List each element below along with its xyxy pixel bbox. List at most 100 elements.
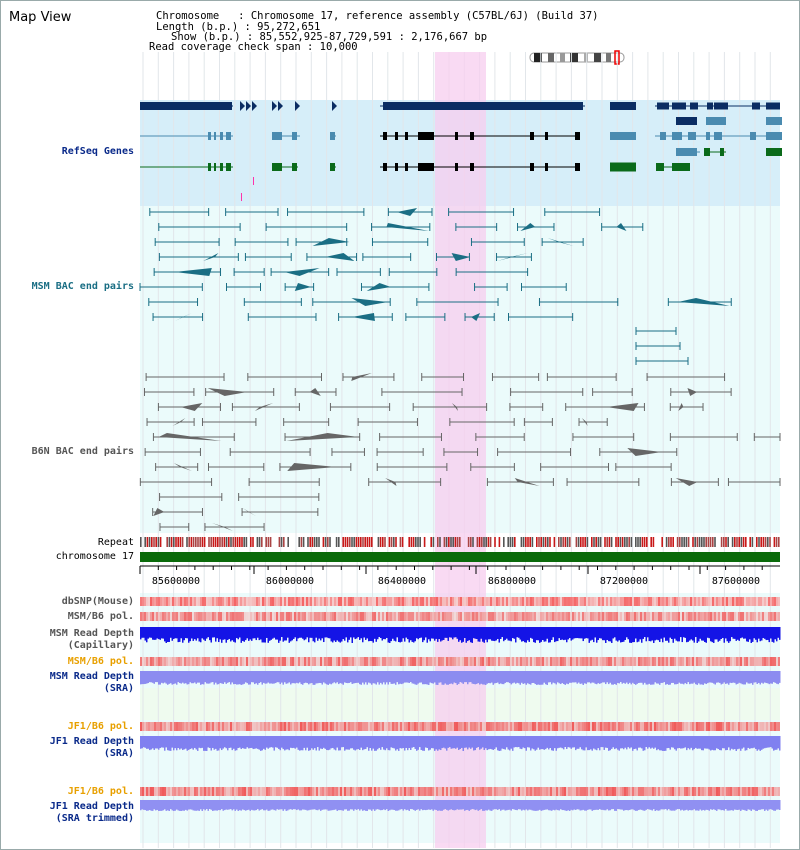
- msm-bac-pair: [448, 208, 515, 216]
- label-msm-bac[interactable]: MSM BAC end pairs: [31, 281, 134, 292]
- msm-bac-pair: [158, 223, 241, 231]
- jf1-depth-sra: [140, 736, 781, 751]
- msm-bac-pair: [405, 313, 446, 321]
- repeat-track[interactable]: [140, 537, 780, 547]
- b6n-bac-pair: [572, 433, 635, 441]
- msm-bac-pair: [538, 298, 619, 306]
- msm-bac-pair: [154, 238, 220, 246]
- gene-arrow: [295, 101, 300, 111]
- b6n-bac-pair: [646, 373, 726, 381]
- gene-model: [655, 132, 782, 140]
- show-info: Show (b.p.) : 85,552,925-87,729,591 : 2,…: [171, 31, 488, 43]
- b6n-bac-pair: [470, 463, 515, 471]
- b6n-bac-pair: [139, 478, 213, 486]
- msm-depth-capillary: [140, 627, 781, 643]
- b6n-bac-pair: [727, 478, 781, 486]
- gene-model: [766, 117, 782, 125]
- axis-tick-label: 86000000: [266, 576, 314, 587]
- msm-bac-pair: [265, 223, 348, 231]
- b6n-bac-pair: [376, 463, 448, 471]
- b6n-bac-pair: [565, 403, 645, 411]
- msm-bac-pair: [371, 223, 431, 231]
- b6n-bac-pair: [357, 418, 418, 426]
- b6n-bac-pair: [207, 463, 265, 471]
- msm-bac-pair: [520, 283, 567, 291]
- b6n-bac-pair: [159, 493, 223, 501]
- b6n-bac-pair: [241, 508, 319, 516]
- gene-model: [380, 163, 580, 171]
- b6n-bac-pair: [376, 448, 424, 456]
- b6n-bac-pair: [229, 448, 311, 456]
- b6n-bac-pair: [540, 463, 610, 471]
- msm-bac-track[interactable]: [139, 208, 732, 365]
- gene-model: [610, 102, 636, 110]
- label-jf1-depth-trim-1[interactable]: JF1 Read Depth: [49, 801, 134, 812]
- variant-depth-tracks[interactable]: [140, 597, 781, 811]
- chromosome-ideogram[interactable]: [529, 50, 625, 65]
- b6n-bac-pair: [497, 448, 572, 456]
- jf1-depth-trimmed: [140, 800, 781, 811]
- b6n-bac-pair: [155, 463, 199, 471]
- b6n-bac-pair: [284, 433, 361, 441]
- label-msm-depth-cap-1[interactable]: MSM Read Depth: [49, 628, 134, 639]
- gene-arrow: [278, 101, 283, 111]
- b6n-bac-pair: [412, 403, 488, 411]
- msm-bac-pair: [148, 298, 199, 306]
- position-axis: 85600000 86000000 86400000 86800000 87200000…: [139, 565, 780, 587]
- msm-bac-pair: [362, 253, 412, 261]
- b6n-bac-pair: [144, 448, 201, 456]
- b6n-bac-pair: [670, 478, 719, 486]
- b6n-bac-pair: [753, 433, 781, 441]
- gene-model: [380, 102, 585, 110]
- refseq-genes-track[interactable]: [140, 101, 782, 201]
- label-jf1-b6-pol-2[interactable]: JF1/B6 pol.: [67, 786, 134, 797]
- label-refseq[interactable]: RefSeq Genes: [61, 146, 134, 157]
- gene-model: [704, 148, 726, 156]
- view-title: Map View: [9, 10, 72, 25]
- label-jf1-b6-pol-1[interactable]: JF1/B6 pol.: [67, 721, 134, 732]
- label-dbsnp[interactable]: dbSNP(Mouse): [61, 596, 134, 607]
- b6n-bac-pair: [486, 478, 554, 486]
- label-jf1-depth-sra-1[interactable]: JF1 Read Depth: [49, 736, 134, 747]
- b6n-bac-pair: [157, 403, 221, 411]
- axis-tick-label: 86800000: [488, 576, 536, 587]
- label-b6n-bac[interactable]: B6N BAC end pairs: [31, 446, 134, 457]
- chromosome-info: Chromosome : Chromosome 17, reference as…: [156, 10, 599, 22]
- msm-bac-pair: [306, 253, 358, 261]
- b6n-bac-pair: [491, 373, 540, 381]
- b6n-bac-pair: [204, 523, 265, 531]
- chromosome-bar[interactable]: [140, 552, 780, 562]
- gene-model: [272, 163, 298, 171]
- msm-bac-pair: [544, 208, 601, 216]
- b6n-bac-pair: [294, 388, 337, 396]
- gene-arrow: [332, 101, 337, 111]
- b6n-bac-pair: [238, 493, 320, 501]
- coverage-info: Read coverage check span : 10,000: [149, 41, 358, 53]
- b6n-bac-pair: [145, 373, 225, 381]
- b6n-bac-pair: [342, 373, 395, 381]
- b6n-bac-pair: [152, 508, 203, 516]
- axis-tick-label: 85600000: [152, 576, 200, 587]
- msm-bac-pair: [371, 238, 429, 246]
- msm-bac-pair: [416, 298, 499, 306]
- msm-bac-pair: [667, 298, 732, 306]
- gene-model: [330, 132, 336, 140]
- gene-model: [766, 148, 782, 156]
- label-msm-depth-sra-1[interactable]: MSM Read Depth: [49, 671, 134, 682]
- b6n-bac-track[interactable]: [139, 373, 781, 531]
- b6n-bac-pair: [146, 418, 195, 426]
- msm-bac-pair: [247, 313, 317, 321]
- label-msm-b6-pol-1[interactable]: MSM/B6 pol.: [67, 611, 134, 622]
- b6n-bac-pair: [592, 388, 633, 396]
- gene-model: [140, 163, 233, 171]
- msm-bac-pair: [270, 268, 330, 276]
- msm-bac-pair: [312, 298, 391, 306]
- msm-bac-pair: [244, 253, 292, 261]
- gene-model: [655, 102, 780, 110]
- b6n-bac-pair: [670, 388, 732, 396]
- b6n-bac-pair: [510, 388, 584, 396]
- b6n-bac-pair: [546, 373, 617, 381]
- b6n-bac-pair: [379, 433, 442, 441]
- label-msm-b6-pol-2[interactable]: MSM/B6 pol.: [67, 656, 134, 667]
